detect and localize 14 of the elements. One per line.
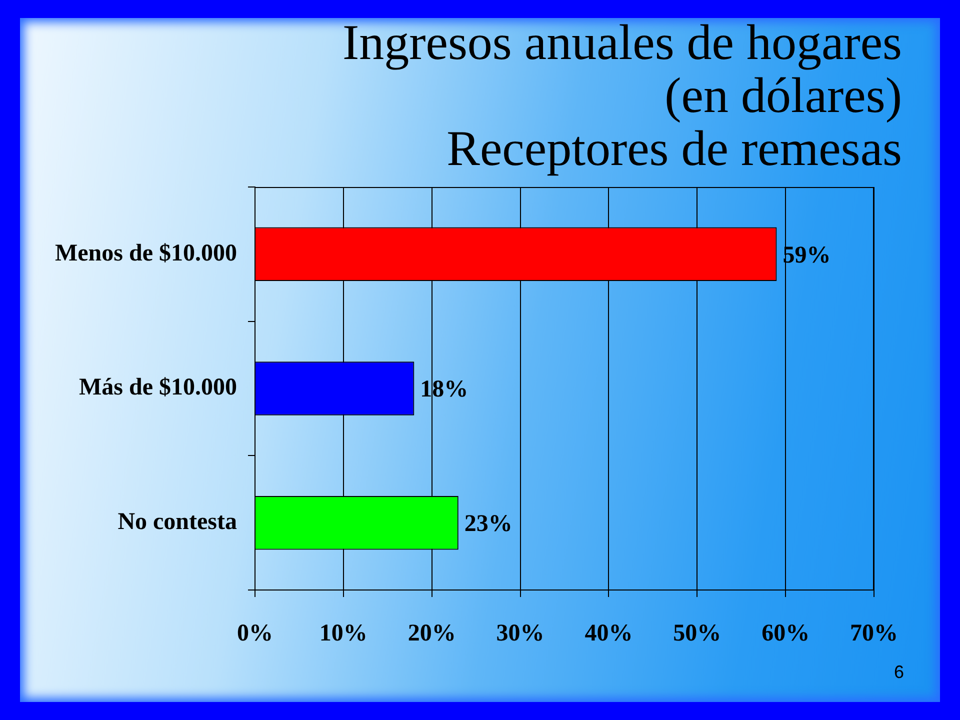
x-tick-label: 20% — [408, 620, 456, 647]
text: 6 — [894, 662, 904, 683]
data-label: 23% — [464, 511, 512, 538]
x-tick-label: 40% — [584, 620, 633, 647]
x-tick-label: 30% — [496, 620, 544, 647]
y-tick-label: Más de $10.000 — [79, 374, 237, 401]
y-tick-label: No contesta — [118, 509, 237, 536]
y-tick-label: Menos de $10.000 — [55, 240, 237, 266]
x-tick-label: 50% — [673, 620, 722, 647]
x-tick-label: 10% — [319, 620, 368, 647]
x-tick-label: 0% — [237, 620, 273, 647]
chart-title: Ingresos anuales de hogares (en dólares) Receptores de remesas — [342, 14, 902, 176]
x-tick-label: 60% — [762, 620, 810, 647]
x-tick-label: 70% — [850, 620, 898, 647]
